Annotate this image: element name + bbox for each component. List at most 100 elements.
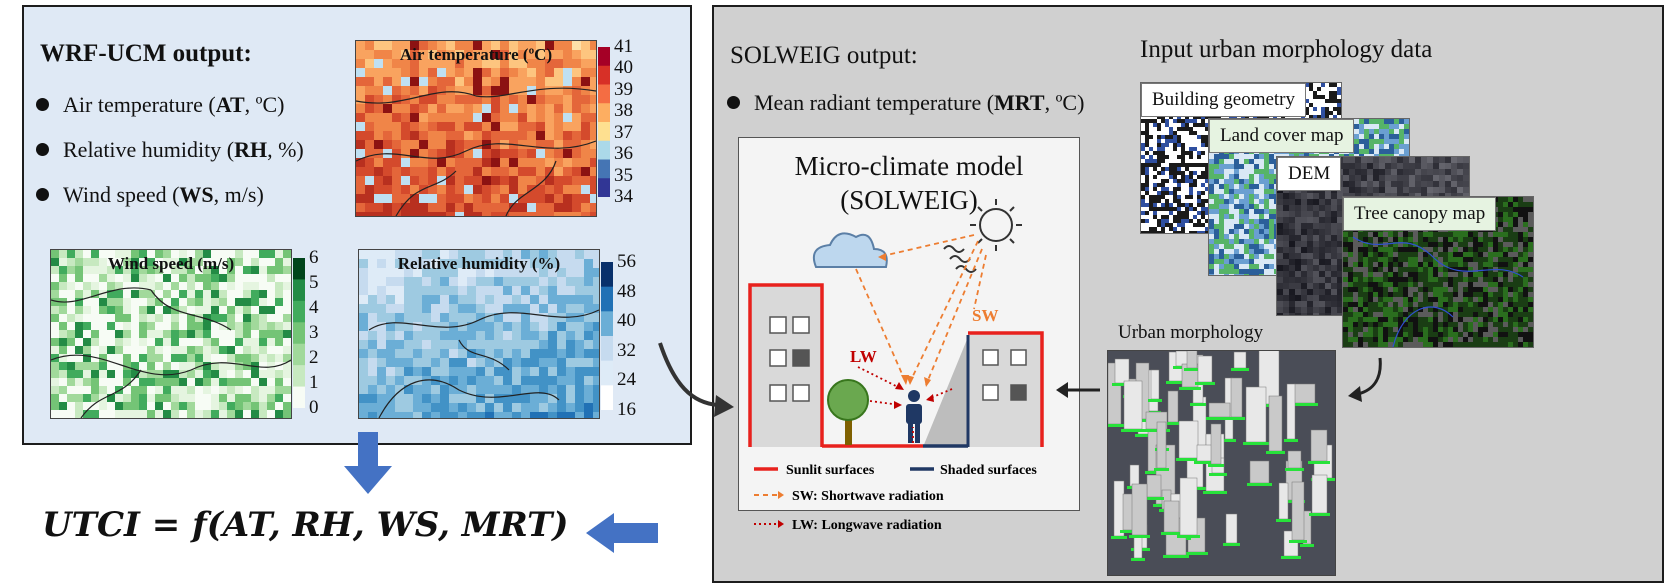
air-temperature-colorbar	[598, 47, 610, 198]
lw-label: LW	[850, 347, 877, 366]
urban-morphology-label: Urban morphology	[1118, 322, 1264, 343]
bullet-dot-icon	[727, 96, 740, 110]
longwave-arrowheads	[894, 382, 934, 409]
air-temperature-map-title: Air temperature (ºC)	[399, 45, 553, 64]
shadow-region	[923, 337, 968, 447]
colorbar-tick-label: 34	[614, 186, 633, 207]
wind-speed-map-title: Wind speed (m/s)	[107, 254, 235, 273]
relative-humidity-map: Relative humidity (%)	[358, 249, 600, 419]
tree-trunk	[845, 407, 852, 445]
curved-down-arrow-icon	[1348, 357, 1382, 402]
card-label-land-cover-map: Land cover map	[1209, 119, 1355, 153]
card-label-dem: DEM	[1277, 157, 1342, 191]
window	[792, 349, 810, 367]
legend-shaded-label: Shaded surfaces	[940, 463, 1037, 478]
air-temperature-map: Air temperature (ºC)	[355, 40, 597, 217]
bullet-unit: , ºC)	[1044, 90, 1085, 115]
relative-humidity-colorbar	[601, 262, 613, 411]
window	[1010, 384, 1027, 401]
bullet-text: Mean radiant temperature (	[754, 90, 995, 115]
shortwave-arrowheads	[878, 253, 931, 387]
shortwave-arrows	[855, 234, 987, 386]
bullet-wind-speed: Wind speed (WS, m/s)	[36, 182, 264, 208]
micro-climate-subtitle: (SOLWEIG)	[840, 184, 978, 215]
wind-speed-raster	[51, 250, 291, 418]
bullet-dot-icon	[36, 188, 49, 202]
colorbar-tick-label: 35	[614, 164, 633, 186]
legend-sunlit-label: Sunlit surfaces	[786, 463, 875, 478]
input-data-title: Input urban morphology data	[1140, 36, 1433, 63]
bullet-abbrev: RH	[234, 137, 268, 162]
bullet-air-temperature: Air temperature (AT, ºC)	[36, 92, 284, 118]
window	[769, 349, 787, 367]
tree-icon	[827, 379, 869, 421]
sun-icon	[943, 199, 1022, 273]
window	[769, 384, 787, 402]
window	[792, 384, 810, 402]
colorbar-tick-label: 40	[617, 310, 636, 332]
bullet-abbrev: AT	[215, 92, 245, 117]
urban-morphology-render	[1107, 350, 1336, 576]
bullet-unit: , %)	[267, 137, 304, 162]
micro-climate-title: Micro-climate model	[794, 151, 1024, 181]
bullet-dot-icon	[36, 98, 49, 112]
colorbar-tick-label: 32	[617, 339, 636, 361]
card-label-tree-canopy-map: Tree canopy map	[1343, 197, 1497, 231]
bullet-text: Wind speed (	[63, 182, 180, 207]
colorbar-tick-label: 37	[614, 121, 633, 143]
window	[982, 384, 999, 401]
right-building	[968, 333, 1042, 447]
wind-speed-colorbar	[293, 258, 305, 409]
left-arrow-icon	[586, 513, 658, 553]
legend-lw-label: LW: Longwave radiation	[792, 518, 942, 533]
colorbar-tick-label: 38	[614, 100, 633, 122]
colorbar-tick-label: 41	[614, 36, 633, 57]
down-arrow-icon	[344, 432, 392, 494]
legend-lw-row: LW: Longwave radiation	[754, 518, 942, 533]
colorbar-tick-label: 5	[309, 272, 319, 293]
air-temperature-raster	[356, 41, 596, 216]
colorbar-tick-label: 6	[309, 247, 319, 268]
colorbar-tick-label: 36	[614, 143, 633, 165]
legend-sw-label: SW: Shortwave radiation	[792, 489, 944, 504]
bullet-abbrev: MRT	[994, 90, 1045, 115]
left-building-sunlit-wall	[748, 283, 824, 447]
curved-arrow-icon	[658, 342, 734, 417]
bullet-unit: , m/s)	[213, 182, 264, 207]
wrf-ucm-title: WRF-UCM output:	[40, 40, 252, 67]
window	[1010, 349, 1027, 366]
card-tree-canopy-map: Tree canopy map	[1342, 196, 1534, 348]
window	[792, 316, 810, 334]
bullet-abbrev: WS	[179, 182, 214, 207]
relative-humidity-map-title: Relative humidity (%)	[397, 254, 561, 273]
micro-climate-diagram: SW LW Sunlit surfaces Shaded surfaces SW…	[748, 199, 1044, 504]
urban-morphology-image	[1108, 351, 1335, 575]
colorbar-tick-label: 40	[614, 57, 633, 79]
colorbar-tick-label: 16	[617, 399, 636, 420]
bullet-mean-radiant-temperature: Mean radiant temperature (MRT, ºC)	[727, 90, 1084, 116]
window	[769, 316, 787, 334]
card-label-building-geometry: Building geometry	[1141, 83, 1307, 117]
wind-speed-map: Wind speed (m/s)	[50, 249, 292, 419]
bullet-relative-humidity: Relative humidity (RH, %)	[36, 137, 304, 163]
left-black-arrow-icon	[1056, 382, 1100, 398]
utci-formula: UTCI = f(AT, RH, WS, MRT)	[42, 505, 569, 545]
colorbar-tick-label: 39	[614, 78, 633, 100]
colorbar-tick-label: 2	[309, 347, 319, 368]
right-building-sunlit-wall	[968, 331, 1044, 447]
sw-label: SW	[972, 306, 998, 325]
colorbar-tick-label: 1	[309, 372, 319, 393]
relative-humidity-raster	[359, 250, 599, 418]
person-icon	[906, 390, 922, 443]
colorbar-tick-label: 56	[617, 251, 636, 272]
window	[982, 349, 999, 366]
colorbar-tick-label: 4	[309, 297, 319, 318]
solweig-title: SOLWEIG output:	[730, 42, 918, 69]
cloud-icon	[812, 232, 888, 268]
colorbar-tick-label: 3	[309, 322, 319, 343]
bullet-dot-icon	[36, 143, 49, 157]
colorbar-tick-label: 24	[617, 369, 636, 391]
bullet-unit: , ºC)	[244, 92, 285, 117]
bullet-text: Relative humidity (	[63, 137, 235, 162]
bullet-text: Air temperature (	[63, 92, 216, 117]
